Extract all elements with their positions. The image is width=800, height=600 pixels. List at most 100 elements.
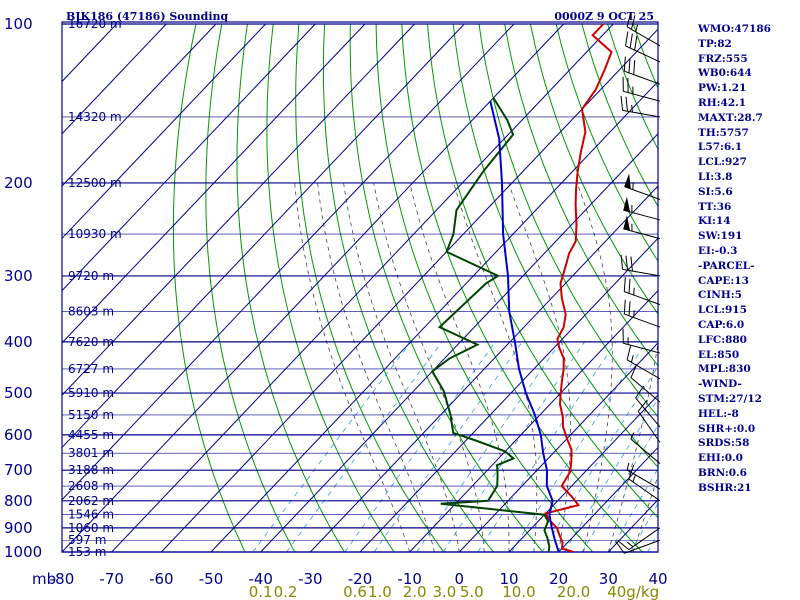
index-item: PW:1.21 <box>698 82 747 95</box>
moist-adiabat-line <box>576 182 613 552</box>
wind-barb <box>623 277 661 306</box>
wind-barb <box>623 299 661 328</box>
isotherm-line <box>409 289 658 552</box>
isotherm-line <box>62 23 415 396</box>
isotherm-line <box>508 394 658 552</box>
index-item: CAPE:13 <box>698 274 749 287</box>
index-item: WB0:644 <box>698 67 752 80</box>
dry-adiabat-line <box>349 23 544 552</box>
temperature-tick-label: 0 <box>455 570 465 588</box>
pressure-tick-label: 500 <box>4 384 33 402</box>
height-label: 2062 m <box>68 494 114 508</box>
height-label: 1546 m <box>68 508 114 522</box>
mixing-ratio-label: 0.2 <box>274 583 298 600</box>
mixing-ratio-line <box>541 365 658 552</box>
height-label: 3188 m <box>68 463 114 477</box>
wind-barb <box>615 539 661 554</box>
wind-barbs <box>615 12 661 554</box>
wind-barb <box>628 465 661 502</box>
parcel-line <box>489 100 560 552</box>
wind-barb <box>622 76 661 102</box>
index-item: KI:14 <box>698 215 731 228</box>
pressure-tick-label: 600 <box>4 426 33 444</box>
chart-title: BJK186 (47186) Sounding <box>66 10 229 23</box>
height-label: 12500 m <box>68 176 122 190</box>
mixing-ratio-line <box>373 341 523 552</box>
isotherm-line <box>260 133 658 552</box>
temperature-tick-label: -10 <box>397 570 422 588</box>
mixing-ratio-line <box>581 424 658 552</box>
wind-barb <box>617 527 661 551</box>
isotherm-line <box>62 23 316 292</box>
index-item: RH:42.1 <box>698 96 747 109</box>
isotherm-line <box>62 23 167 135</box>
mixing-ratio-label: 2.0 <box>403 583 427 600</box>
wind-barb <box>630 432 661 464</box>
pressure-unit-label: mb <box>32 570 56 588</box>
isotherm-line <box>62 23 564 552</box>
index-item: WMO:47186 <box>698 23 771 35</box>
height-label: 153 m <box>68 545 106 559</box>
wind-barb <box>624 173 661 200</box>
isotherm-line <box>62 23 266 240</box>
mixing-ratio-label: 10.0 <box>502 583 535 600</box>
wind-barb <box>626 345 661 380</box>
index-item: STM:27/12 <box>698 392 762 405</box>
isotherm-line <box>359 237 658 552</box>
wind-barb <box>626 462 661 490</box>
dry-adiabat-line <box>788 24 800 552</box>
mixing-ratio-label: 0.6 <box>343 583 367 600</box>
moist-adiabat-line <box>317 182 435 552</box>
temperature-tick-label: -60 <box>149 570 174 588</box>
isotherm-line <box>62 23 465 449</box>
temperature-tick-label: -50 <box>199 570 224 588</box>
temperature-tick-label: 20 <box>549 570 568 588</box>
index-item: EI:-0.3 <box>698 244 738 257</box>
mixing-ratio-label: 20.0 <box>557 583 590 600</box>
wind-barb <box>625 31 661 63</box>
index-item: TT:36 <box>698 200 732 213</box>
mixing-ratio-line <box>252 341 412 552</box>
index-item: SHR+:0.0 <box>698 422 756 435</box>
index-item: HEL:-8 <box>698 407 739 420</box>
pressure-tick-label: 1000 <box>4 543 42 561</box>
mixing-ratio-label: 5.0 <box>460 583 484 600</box>
height-label: 597 m <box>68 533 106 547</box>
plot-frame <box>61 21 659 553</box>
temperature-tick-label: 10 <box>499 570 518 588</box>
wind-barb <box>620 95 661 118</box>
temperature-tick-label: -80 <box>50 570 75 588</box>
isotherm-line <box>62 23 366 344</box>
dewpoint-line <box>430 97 551 552</box>
height-label: 4455 m <box>68 428 114 442</box>
index-item: LFC:880 <box>698 333 747 346</box>
height-label: 7620 m <box>68 335 114 349</box>
index-item: LCL:915 <box>698 304 747 317</box>
isotherm-line <box>558 446 658 552</box>
index-item: TH:5757 <box>698 126 749 139</box>
index-item: -WIND- <box>698 378 742 391</box>
index-item: SRDS:58 <box>698 437 750 450</box>
wind-barb <box>623 56 661 85</box>
index-item: BRN:0.6 <box>698 466 747 479</box>
index-item: FRZ:555 <box>698 52 748 65</box>
index-item: LI:3.8 <box>698 170 733 183</box>
index-item: LCL:927 <box>698 156 747 169</box>
mixing-ratio-line <box>286 341 443 552</box>
pressure-tick-label: 800 <box>4 492 33 510</box>
pressure-tick-label: 900 <box>4 519 33 537</box>
wind-barb <box>630 364 661 403</box>
index-item: SI:5.6 <box>698 185 733 198</box>
moist-adiabat-line <box>409 182 510 552</box>
isotherm-line <box>210 80 658 552</box>
temperature-tick-label: 40 <box>648 570 667 588</box>
wind-barb <box>635 385 661 428</box>
isobars <box>61 21 659 553</box>
isotherm-line <box>62 23 217 187</box>
dry-adiabat-line <box>205 23 296 552</box>
height-label: 2608 m <box>68 479 114 493</box>
mixing-ratio-lines <box>252 341 658 552</box>
mixing-ratio-label: 40g/kg <box>607 583 659 600</box>
height-label: 9720 m <box>68 269 114 283</box>
